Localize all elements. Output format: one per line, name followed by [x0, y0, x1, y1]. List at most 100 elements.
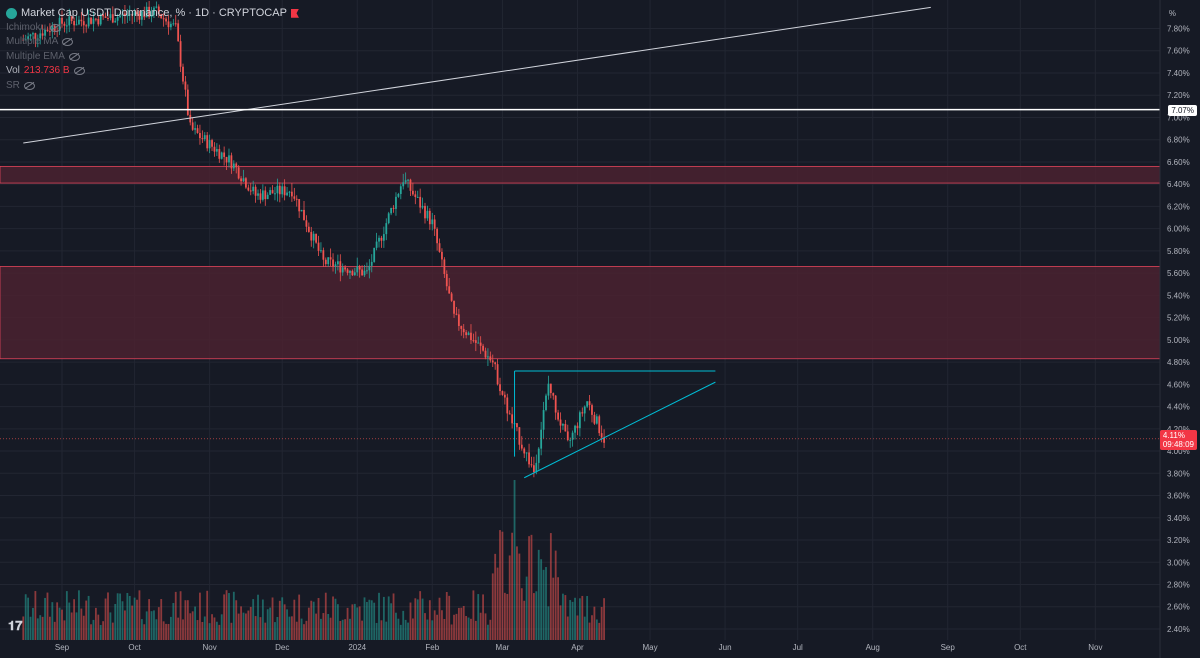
candle-body	[242, 178, 245, 182]
candle-body	[395, 196, 397, 209]
y-tick-label: 7.60%	[1167, 47, 1190, 56]
volume-bar	[460, 607, 463, 640]
volume-bar	[320, 618, 322, 640]
symbol-title[interactable]: Market Cap USDT Dominance, % · 1D · CRYP…	[21, 7, 287, 19]
indicator-row-volume[interactable]: Vol 213.736 B	[6, 64, 299, 79]
candle-body	[402, 182, 405, 187]
indicator-row-ichimoku[interactable]: Ichimoku	[6, 21, 299, 36]
candle-body	[499, 384, 501, 392]
eye-hidden-icon[interactable]	[68, 52, 80, 61]
axis-unit[interactable]: %	[1168, 9, 1176, 18]
candle-body	[465, 332, 468, 336]
eye-hidden-icon[interactable]	[23, 81, 35, 90]
candle-body	[201, 138, 204, 140]
candle-body	[547, 383, 550, 396]
volume-bar	[225, 590, 228, 640]
indicator-row-ma[interactable]: Multiple MA	[6, 35, 299, 50]
volume-bar	[487, 624, 489, 640]
volume-bar	[298, 594, 301, 640]
volume-bar	[576, 615, 579, 640]
legend-title-row[interactable]: Market Cap USDT Dominance, % · 1D · CRYP…	[6, 6, 299, 21]
volume-bar	[291, 616, 293, 640]
volume-bar	[199, 592, 201, 640]
candle-body	[489, 356, 492, 361]
volume-bar	[583, 616, 586, 640]
y-tick-label: 3.80%	[1167, 469, 1190, 478]
candle-body	[22, 39, 25, 41]
volume-bar	[68, 602, 71, 640]
candle-body	[336, 261, 339, 265]
indicator-row-ema[interactable]: Multiple EMA	[6, 50, 299, 65]
x-tick-label: Dec	[275, 643, 289, 652]
chart-legend: Market Cap USDT Dominance, % · 1D · CRYP…	[6, 6, 299, 93]
candle-body	[211, 140, 213, 147]
candle-body	[455, 313, 458, 315]
candle-body	[474, 340, 477, 343]
candle-body	[593, 414, 596, 424]
candle-body	[220, 152, 223, 159]
volume-bar	[448, 595, 451, 640]
candle-body	[75, 24, 78, 26]
volume-bar	[564, 595, 567, 640]
candle-body	[477, 342, 480, 344]
volume-bar	[549, 533, 552, 640]
volume-bar	[322, 613, 325, 640]
candle-body	[303, 209, 305, 221]
eye-hidden-icon[interactable]	[50, 23, 62, 32]
volume-bar	[496, 567, 499, 640]
eye-hidden-icon[interactable]	[62, 38, 74, 47]
tradingview-logo-icon[interactable]: 𝟏𝟕	[8, 618, 23, 633]
volume-bar	[457, 607, 460, 640]
volume-bar	[392, 593, 395, 640]
candle-body	[73, 21, 75, 26]
candle-body	[170, 23, 172, 28]
volume-bar	[201, 621, 204, 640]
candle-body	[46, 29, 49, 32]
volume-bar	[107, 592, 109, 640]
volume-bar	[85, 600, 88, 640]
volume-bar	[206, 590, 209, 640]
candle-body	[150, 14, 153, 17]
volume-bar	[339, 620, 342, 640]
eye-hidden-icon[interactable]	[73, 67, 85, 76]
resistance-zone	[0, 165, 1161, 184]
drawing-lines[interactable]	[0, 6, 1160, 479]
volume-bar	[148, 599, 151, 640]
volume-bar	[288, 616, 291, 640]
candle-body	[94, 18, 97, 20]
candle-body	[70, 16, 73, 22]
candle-body	[155, 6, 158, 8]
candle-body	[574, 425, 576, 433]
candle-body	[245, 178, 247, 188]
candle-body	[445, 273, 448, 287]
candle-body	[252, 186, 255, 192]
candle-body	[107, 17, 109, 19]
candle-body	[61, 17, 63, 24]
indicator-row-sr[interactable]: SR	[6, 79, 299, 94]
volume-bar	[332, 596, 334, 640]
candle-body	[600, 433, 603, 438]
volume-bar	[276, 616, 279, 640]
volume-bar	[380, 620, 383, 640]
candle-body	[537, 448, 540, 463]
volume-bar	[433, 610, 436, 640]
flag-icon[interactable]	[290, 8, 299, 18]
volume-bar	[34, 591, 37, 640]
candle-body	[247, 187, 250, 191]
candle-body	[162, 18, 165, 20]
volume-bar	[397, 618, 400, 640]
price-axis[interactable]: 7.80% 7.60% 7.40% 7.20% 7.00% 6.80% 6.60% 6.40%…	[1159, 0, 1190, 658]
y-tick-label: 7.40%	[1167, 69, 1190, 78]
volume-bar	[51, 602, 54, 640]
x-tick-label: Apr	[571, 643, 584, 652]
volume-bar	[358, 606, 361, 640]
time-axis[interactable]: Sep Oct Nov Dec 2024 Feb Mar Apr May Jun Jul Aug Sep…	[55, 643, 1103, 652]
volume-bar	[223, 594, 226, 640]
indicator-label: Multiple EMA	[6, 50, 65, 62]
candle-body	[578, 412, 581, 429]
candle-body	[380, 237, 383, 241]
volume-bar	[65, 591, 68, 640]
volume-bar	[228, 593, 230, 640]
volume-bar	[557, 577, 559, 640]
